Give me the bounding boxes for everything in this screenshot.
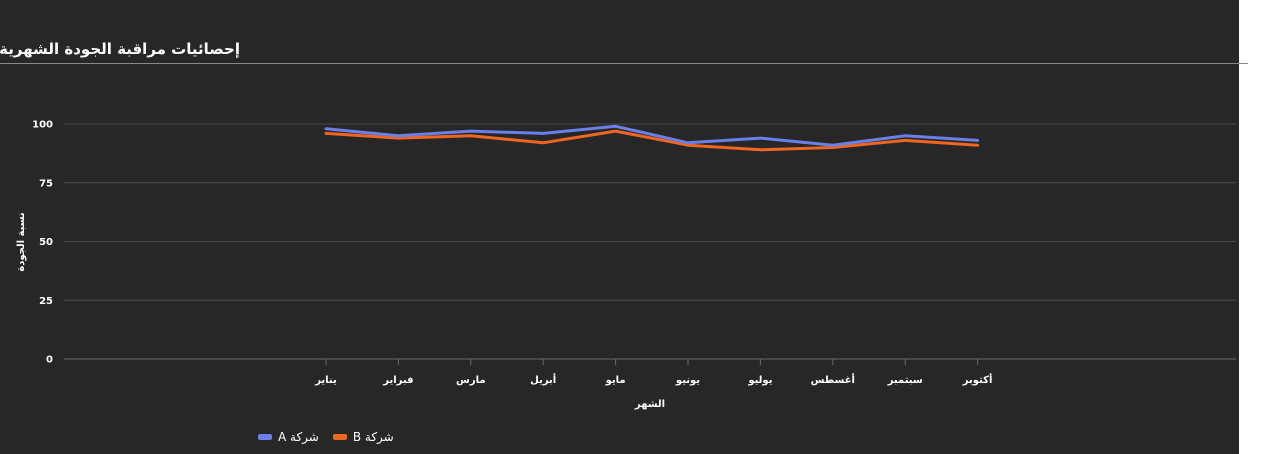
legend-label-series-b: شركة B [352,430,394,444]
chart-panel [0,0,1239,454]
legend-item-series-b[interactable]: شركة B [332,430,394,444]
legend-swatch-series-b [332,434,347,440]
x-axis-label: الشهر [634,399,665,410]
x-tick-label-6: يوليو [747,375,772,386]
series-lines [324,124,980,152]
y-tick-label-75: 75 [39,178,53,189]
chart-title: إحصائيات مراقبة الجودة الشهرية [0,40,240,58]
x-tick-label-3: أبريل [530,373,556,386]
series-line-1 [324,129,980,152]
line-chart: 0 25 50 75 100 يناير فبراير مارس أبريل مايو يونيو… [16,120,1236,410]
y-tick-label-25: 25 [39,296,53,307]
legend-item-series-a[interactable]: شركة A [258,430,319,444]
x-tick-label-7: أغسطس [811,373,855,386]
chart-legend: شركة A شركة B [258,430,394,444]
y-tick-label-100: 100 [32,120,53,131]
x-tick-label-4: مايو [605,375,626,386]
x-tick-label-2: مارس [456,375,486,386]
legend-swatch-series-a [258,434,272,440]
series-line-0 [324,124,980,147]
x-tick-label-5: يونيو [675,375,700,386]
x-axis-ticks: يناير فبراير مارس أبريل مايو يونيو يوليو أغسطس س… [314,359,992,386]
y-axis-ticks: 0 25 50 75 100 [32,120,53,366]
y-axis-label: نسبة الجودة [16,212,27,271]
y-tick-label-50: 50 [39,237,53,248]
legend-label-series-a: شركة A [278,430,319,444]
y-tick-label-0: 0 [46,355,53,366]
x-tick-label-1: فبراير [382,375,413,386]
x-tick-label-9: أكتوبر [962,373,993,386]
x-tick-label-0: يناير [314,375,337,386]
x-tick-label-8: سبتمبر [887,375,923,386]
title-divider [0,63,1248,64]
grid-lines [64,123,1236,360]
